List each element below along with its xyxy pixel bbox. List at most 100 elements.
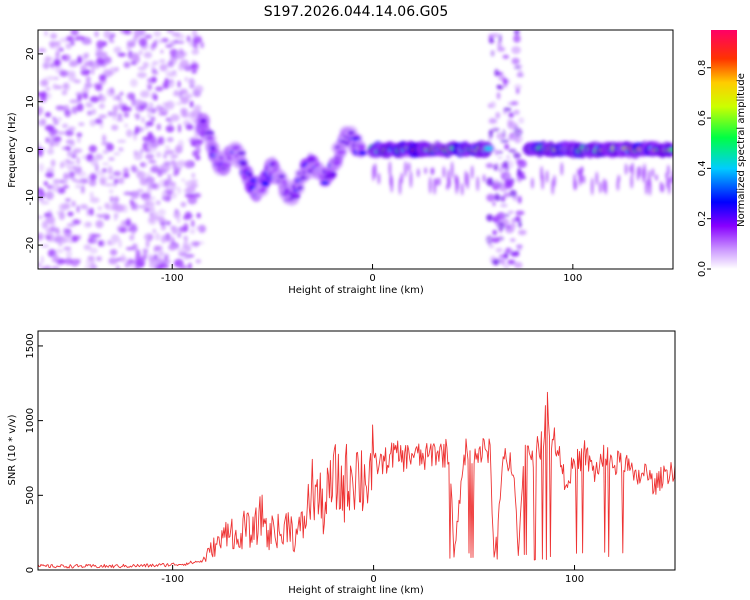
spectrogram-cell bbox=[552, 175, 557, 187]
spectrogram-cell bbox=[488, 244, 495, 249]
spectrogram-cell bbox=[168, 73, 178, 77]
spectrogram-cell bbox=[135, 102, 139, 111]
spectrogram-cell bbox=[496, 92, 501, 100]
spectrogram-cell bbox=[165, 44, 173, 48]
spectrogram-cell bbox=[74, 219, 79, 225]
spectrogram-cell bbox=[518, 229, 527, 236]
spectrogram-cell bbox=[88, 145, 97, 153]
spectrogram-cell bbox=[189, 100, 194, 108]
spectrogram-cell bbox=[174, 89, 179, 96]
spectrogram-cell bbox=[595, 171, 599, 186]
spectrogram-cell bbox=[116, 118, 124, 122]
spectrogram-cell bbox=[55, 248, 64, 254]
spectrogram-cell bbox=[630, 174, 634, 189]
spectrogram-cell bbox=[135, 258, 146, 267]
spectrogram-cell bbox=[502, 54, 510, 59]
spectrogram-cell bbox=[512, 194, 519, 202]
spectrogram-cell bbox=[150, 63, 155, 70]
spectrogram-cell bbox=[130, 78, 138, 88]
spectrogram-cell bbox=[131, 164, 137, 174]
spectrogram-cell bbox=[153, 254, 158, 260]
spectrogram-cell bbox=[336, 150, 346, 154]
spectrogram-cell bbox=[442, 166, 446, 179]
spectrogram-cell bbox=[43, 56, 52, 64]
spectrogram-cell bbox=[139, 177, 148, 185]
spectrogram-cell bbox=[167, 244, 177, 251]
spectrogram-cell bbox=[174, 258, 184, 267]
spectrogram-cell bbox=[189, 83, 195, 89]
spectrogram-cell bbox=[130, 61, 136, 65]
spectrogram-cell bbox=[129, 234, 135, 241]
spectrogram-cell bbox=[105, 143, 114, 152]
spectrogram-cell bbox=[68, 61, 78, 67]
spectrogram-cell bbox=[94, 118, 103, 124]
spectrogram-cell bbox=[45, 92, 52, 100]
spectrogram-cell bbox=[631, 162, 635, 177]
spectrogram-cell bbox=[142, 142, 148, 151]
spectrogram-cell bbox=[38, 146, 43, 155]
snr-x-tick-label: -100 bbox=[161, 574, 184, 585]
spectrogram-cell bbox=[435, 178, 439, 187]
spectrogram-cell bbox=[170, 159, 176, 165]
spectrogram-cell bbox=[503, 192, 511, 198]
spectrogram-cell bbox=[95, 256, 103, 262]
spectrogram-cell bbox=[45, 215, 56, 225]
spectrogram-cell bbox=[154, 232, 161, 241]
spectrogram-cell bbox=[373, 163, 377, 178]
spectrogram-cell bbox=[494, 149, 499, 156]
spectrogram-cell bbox=[125, 190, 129, 196]
spectrogram-cell bbox=[497, 221, 505, 231]
spectrogram-cell bbox=[145, 176, 155, 184]
spectrogram-y-tick-label: 10 bbox=[25, 95, 36, 108]
spectrogram-cell bbox=[514, 65, 521, 70]
spectrogram-cell bbox=[450, 161, 454, 179]
spectrogram-cell bbox=[130, 201, 137, 211]
spectrogram-cell bbox=[155, 86, 164, 92]
spectrogram-cell bbox=[447, 177, 451, 188]
spectrogram-cell bbox=[400, 172, 404, 184]
spectrogram-cell bbox=[144, 34, 152, 39]
spectrogram-cell bbox=[497, 181, 504, 187]
spectrogram-cell bbox=[157, 208, 166, 216]
spectrogram-cell bbox=[504, 213, 510, 218]
spectrogram-cell bbox=[456, 176, 460, 191]
spectrogram-cell bbox=[149, 261, 157, 269]
spectrogram-cell bbox=[113, 46, 122, 54]
colorbar: 0.0 0.2 0.4 0.6 0.8 Normalized spectral ampl… bbox=[697, 30, 747, 277]
spectrogram-cell bbox=[180, 201, 187, 208]
spectrogram-cell bbox=[330, 171, 336, 177]
spectrogram-cell bbox=[495, 247, 503, 253]
spectrogram-cell bbox=[166, 30, 174, 34]
spectrogram-cell bbox=[74, 179, 83, 184]
spectrogram-cell bbox=[182, 256, 191, 260]
spectrogram-cell bbox=[39, 94, 48, 103]
spectrogram-cell bbox=[130, 192, 139, 200]
spectrogram-cell bbox=[486, 214, 493, 222]
spectrogram-cell bbox=[173, 166, 180, 174]
spectrogram-cell bbox=[118, 227, 127, 233]
spectrogram-cell bbox=[195, 156, 201, 161]
spectrogram-cell bbox=[98, 114, 107, 119]
spectrogram-cell bbox=[89, 119, 97, 127]
spectrogram-cell bbox=[505, 252, 509, 259]
spectrogram-cell bbox=[98, 94, 107, 103]
spectrogram-cell bbox=[102, 162, 110, 166]
spectrogram-cell bbox=[237, 151, 246, 156]
spectrogram-cell bbox=[76, 171, 87, 178]
spectrogram-cell bbox=[188, 262, 192, 269]
spectrogram-cell bbox=[76, 103, 84, 112]
spectrogram-cell bbox=[541, 173, 545, 190]
spectrogram-cell bbox=[498, 34, 502, 43]
spectrogram-cell bbox=[146, 82, 153, 92]
snr-series-line bbox=[38, 391, 675, 569]
spectrogram-cell bbox=[64, 109, 71, 118]
spectrogram-cell bbox=[66, 70, 76, 76]
spectrogram-y-tick-label: 20 bbox=[25, 48, 36, 61]
spectrogram-cell bbox=[112, 170, 122, 177]
spectrogram-cell bbox=[94, 153, 104, 160]
spectrogram-cell bbox=[500, 139, 509, 143]
spectrogram-cell bbox=[177, 217, 181, 224]
spectrogram-cell bbox=[59, 70, 69, 77]
spectrogram-cell bbox=[105, 56, 112, 64]
